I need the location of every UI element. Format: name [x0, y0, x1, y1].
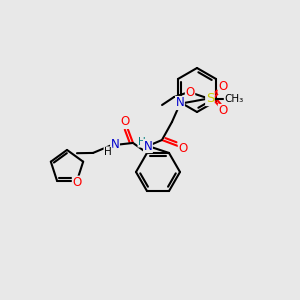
Text: H: H [104, 147, 112, 157]
Text: N: N [176, 97, 184, 110]
Text: CH₃: CH₃ [224, 94, 244, 104]
Text: O: O [178, 142, 188, 154]
Text: O: O [72, 176, 82, 189]
Text: N: N [144, 140, 152, 152]
Text: O: O [120, 116, 130, 128]
Text: S: S [206, 92, 214, 106]
Text: H: H [138, 137, 146, 147]
Text: O: O [218, 80, 228, 94]
Text: O: O [185, 86, 195, 100]
Text: N: N [111, 138, 119, 152]
Text: O: O [218, 104, 228, 118]
